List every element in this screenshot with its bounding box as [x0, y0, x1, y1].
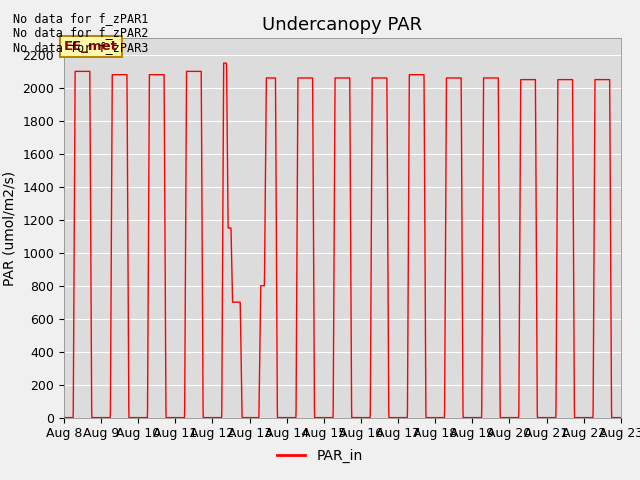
Legend: PAR_in: PAR_in — [272, 443, 368, 468]
Y-axis label: PAR (umol/m2/s): PAR (umol/m2/s) — [3, 170, 17, 286]
Text: EE_met: EE_met — [64, 40, 118, 53]
Title: Undercanopy PAR: Undercanopy PAR — [262, 16, 422, 34]
Text: No data for f_zPAR2: No data for f_zPAR2 — [13, 26, 148, 39]
Text: No data for f_zPAR3: No data for f_zPAR3 — [13, 41, 148, 54]
Text: No data for f_zPAR1: No data for f_zPAR1 — [13, 12, 148, 25]
